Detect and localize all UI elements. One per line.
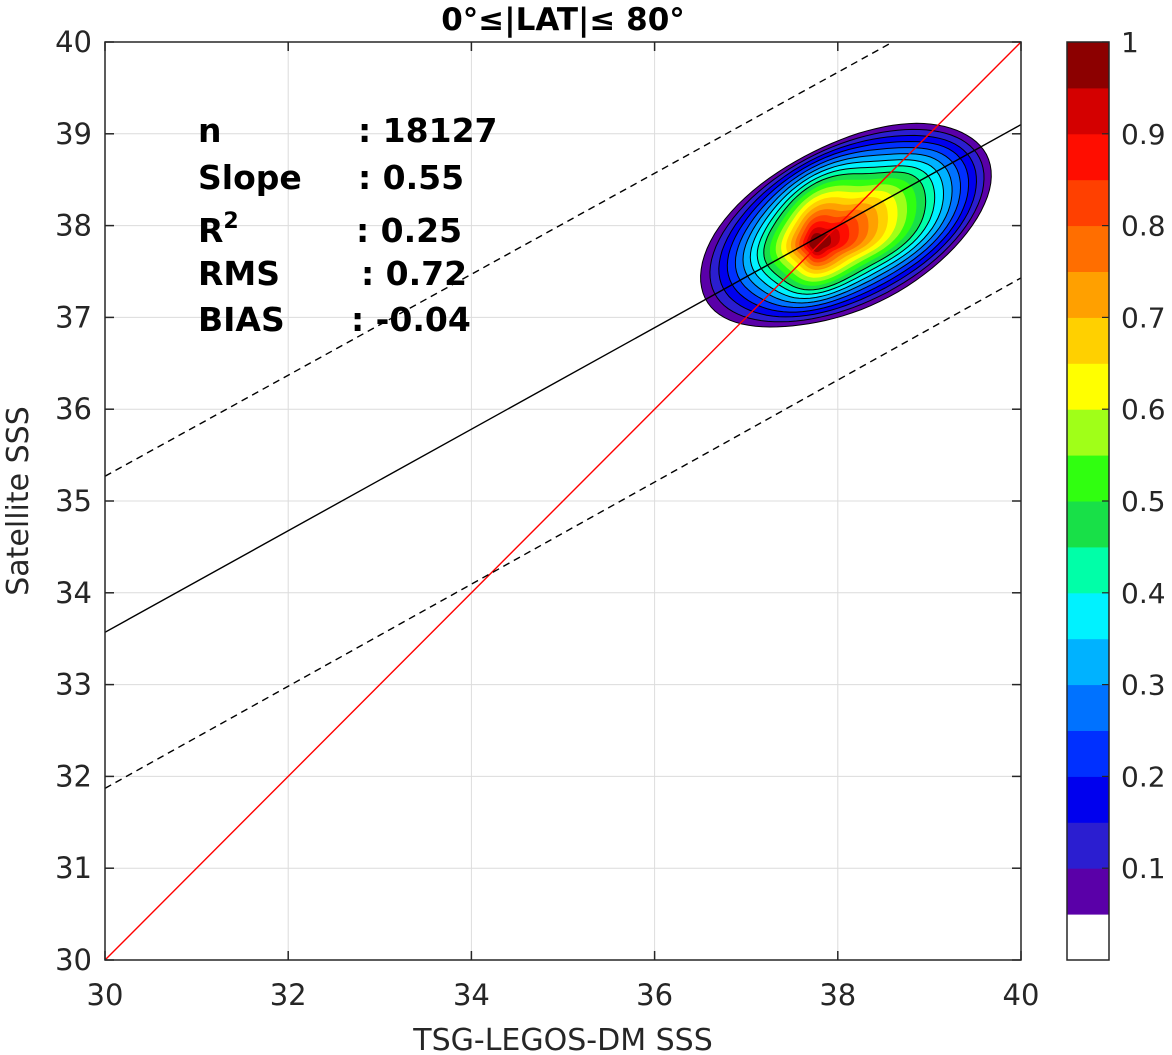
y-tick-label: 38 (55, 209, 92, 243)
reference-lines (105, 42, 1021, 960)
colorbar-segment (1067, 776, 1109, 823)
colorbar-segment (1067, 271, 1109, 318)
x-tick-label: 36 (636, 978, 673, 1012)
y-tick-label: 35 (55, 484, 92, 518)
y-tick-label: 31 (55, 851, 92, 885)
y-tick-label: 39 (55, 117, 92, 151)
colorbar-segment (1067, 179, 1109, 227)
upper-bound-line (105, 42, 894, 477)
regression-line (105, 124, 1021, 633)
y-axis-label: Satellite SSS (1, 406, 36, 596)
colorbar-tick-label: 0.6 (1121, 393, 1166, 426)
colorbar-segment (1067, 914, 1109, 961)
colorbar-segment (1067, 501, 1109, 548)
y-tick-label: 33 (55, 668, 92, 702)
colorbar-segment (1067, 409, 1109, 456)
colorbar-segment (1067, 317, 1109, 364)
colorbar-segment (1067, 133, 1109, 181)
stat-value: : 0.55 (358, 158, 464, 197)
x-tick-label: 40 (1003, 978, 1040, 1012)
colorbar-segment (1067, 225, 1109, 272)
x-tick-label: 30 (87, 978, 124, 1012)
colorbar-segment (1067, 455, 1109, 502)
y-tick-label: 40 (55, 25, 92, 59)
one-to-one-line (105, 42, 1021, 960)
colorbar-segment (1067, 42, 1109, 89)
density-contours (700, 122, 992, 328)
stat-label: BIAS (198, 300, 285, 339)
stat-label: RMS (198, 254, 280, 293)
colorbar-tick-label: 0.3 (1121, 669, 1166, 702)
stat-value: : -0.04 (351, 300, 471, 339)
x-tick-label: 34 (453, 978, 490, 1012)
stat-label-superscript: 2 (223, 209, 238, 234)
colorbar-tick-label: 1 (1121, 26, 1139, 59)
colorbar-tick-label: 0.8 (1121, 210, 1166, 243)
x-axis-label: TSG-LEGOS-DM SSS (412, 1023, 713, 1055)
colorbar-segment (1067, 730, 1109, 777)
chart-title: 0°≤|LAT|≤ 80° (441, 2, 685, 38)
stat-value: : 0.72 (361, 254, 467, 293)
stat-label: n (198, 111, 222, 150)
colorbar-segment (1067, 868, 1109, 915)
y-tick-label: 37 (55, 300, 92, 334)
colorbar-tick-label: 0.9 (1121, 118, 1166, 151)
x-tick-label: 32 (270, 978, 307, 1012)
colorbar-tick-label: 0.7 (1121, 301, 1166, 334)
colorbar-segment (1067, 592, 1109, 640)
colorbar-tick-label: 0.1 (1121, 852, 1166, 885)
stat-label: Slope (198, 158, 302, 197)
colorbar-segment (1067, 638, 1109, 686)
colorbar-tick-label: 0.2 (1121, 760, 1166, 793)
colorbar-segment (1067, 363, 1109, 410)
stat-value: : 0.25 (356, 211, 462, 250)
statistics-box: n : 18127 Slope : 0.55 R2 : 0.25 RMS : 0.72 BIAS… (198, 111, 498, 339)
stat-label: R2 (198, 209, 239, 250)
y-tick-label: 34 (55, 576, 92, 610)
colorbar-tick-label: 0.5 (1121, 485, 1166, 518)
y-tick-label: 36 (55, 392, 92, 426)
colorbar-segment (1067, 87, 1109, 135)
lower-bound-line (105, 277, 1021, 789)
colorbar-segment (1067, 684, 1109, 731)
stat-value: : 18127 (358, 111, 498, 150)
colorbar-segment (1067, 546, 1109, 594)
x-tick-label: 38 (819, 978, 856, 1012)
axis-ticks: 30 32 34 36 38 40 30 31 32 33 34 35 36 37 38 39 40 (55, 25, 1039, 1012)
colorbar: 0.1 0.2 0.3 0.4 0.5 0.6 0.7 0.8 0.9 1 (1066, 26, 1166, 961)
y-tick-label: 30 (55, 943, 92, 977)
colorbar-segment (1067, 822, 1109, 869)
colorbar-tick-label: 0.4 (1121, 577, 1166, 610)
y-tick-label: 32 (55, 759, 92, 793)
